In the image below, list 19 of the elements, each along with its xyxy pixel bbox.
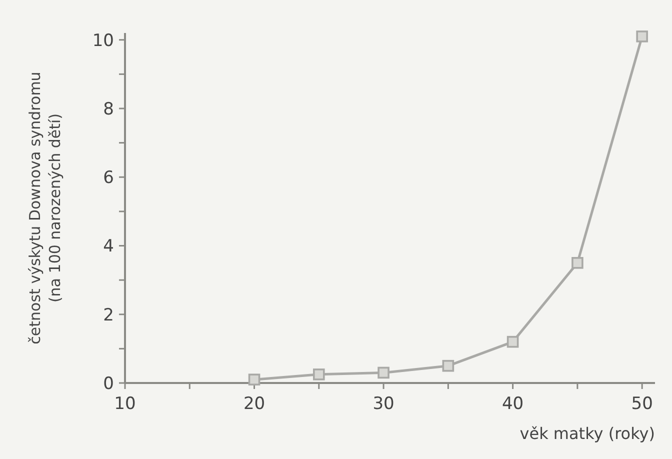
y-tick-label: 10 (92, 30, 114, 51)
x-tick-label: 20 (243, 394, 266, 414)
point (506, 336, 519, 348)
x-tick-label: 40 (502, 394, 524, 414)
point (572, 257, 584, 269)
point (313, 368, 325, 380)
y-axis-title: četnost výskytu Downova syndromu (na 100 narozených dětí) (26, 72, 64, 344)
x-tick-label: 30 (372, 394, 394, 414)
y-tick-label: 8 (103, 99, 114, 120)
point (442, 360, 454, 372)
x-tick-label: 50 (631, 394, 653, 414)
y-tick-label: 0 (103, 374, 114, 394)
y-tick-label: 2 (103, 305, 114, 326)
point (636, 30, 648, 42)
y-tick-label: 4 (103, 236, 114, 257)
point (378, 366, 390, 379)
point (248, 374, 260, 386)
y-tick-label: 6 (103, 168, 114, 188)
x-axis-title: věk matky (roky) (520, 424, 655, 443)
